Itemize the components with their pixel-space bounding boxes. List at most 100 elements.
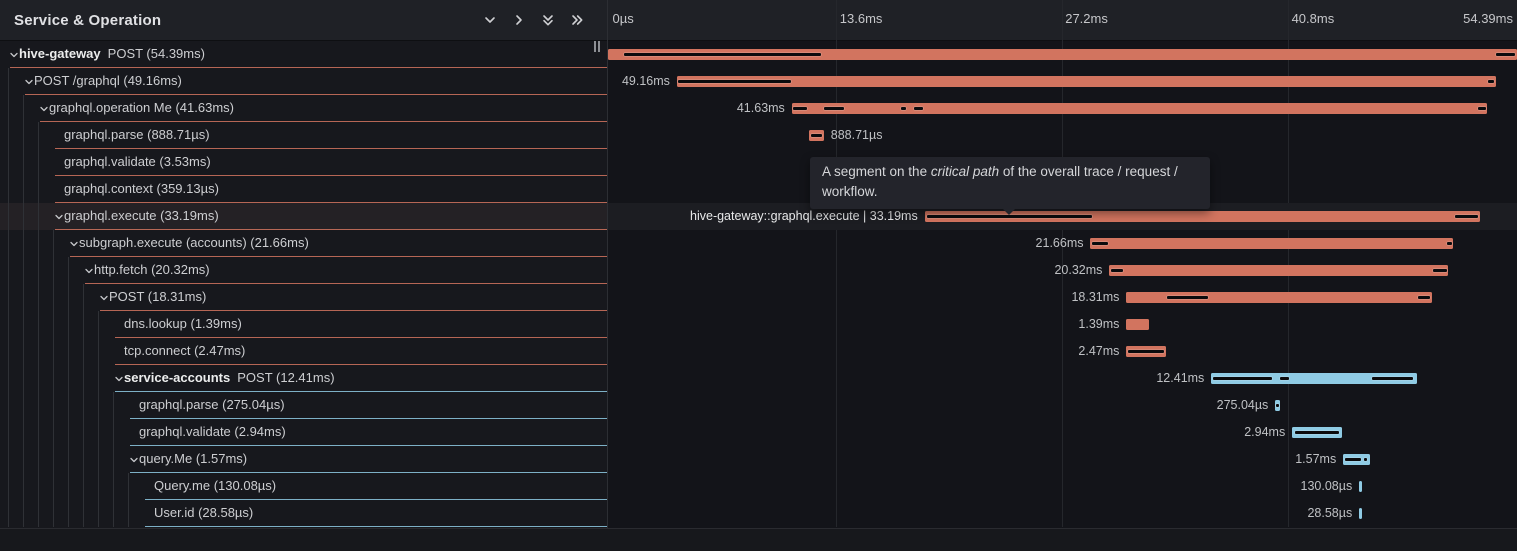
row-underline	[115, 337, 607, 338]
span-row-name-5[interactable]: graphql.context (359.13µs)	[0, 176, 607, 203]
span-row-name-17[interactable]: User.id (28.58µs)	[0, 500, 607, 527]
span-row-name-3[interactable]: graphql.parse (888.71µs)	[0, 122, 607, 149]
span-row-bar-12: 12.41ms	[608, 365, 1517, 392]
ruler-tick-label: 40.8ms	[1291, 11, 1335, 26]
collapse-chevron-icon[interactable]	[38, 102, 50, 120]
span-row-name-1[interactable]: POST /graphql (49.16ms)	[0, 68, 607, 95]
chevron-down-icon[interactable]	[482, 12, 498, 28]
span-row-name-16[interactable]: Query.me (130.08µs)	[0, 473, 607, 500]
critical-path-segment	[926, 215, 1093, 218]
row-underline	[55, 202, 607, 203]
collapse-chevron-icon[interactable]	[98, 291, 110, 309]
indent-guides	[0, 365, 100, 392]
collapse-chevron-icon[interactable]	[83, 264, 95, 282]
span-row-bar-16: 130.08µs	[608, 473, 1517, 500]
span-row-name-0[interactable]: hive-gateway POST (54.39ms)	[0, 41, 607, 68]
indent-guides	[0, 122, 40, 149]
span-row-name-11[interactable]: tcp.connect (2.47ms)	[0, 338, 607, 365]
span-row-name-12[interactable]: service-accounts POST (12.41ms)	[0, 365, 607, 392]
critical-path-segment	[1295, 431, 1340, 434]
span-name-label: dns.lookup (1.39ms)	[124, 316, 242, 331]
span-name-label: service-accounts POST (12.41ms)	[124, 370, 335, 385]
double-chevron-down-icon[interactable]	[540, 12, 556, 28]
double-chevron-right-icon[interactable]	[569, 12, 585, 28]
indent-guides	[0, 95, 25, 122]
collapse-chevron-icon[interactable]	[113, 372, 125, 390]
row-underline	[130, 445, 607, 446]
span-duration-label: 275.04µs	[1216, 398, 1269, 412]
span-bar[interactable]	[1359, 481, 1363, 492]
critical-path-segment	[1364, 458, 1368, 461]
collapse-chevron-icon[interactable]	[8, 48, 20, 66]
chevron-right-icon[interactable]	[511, 12, 527, 28]
span-row-name-2[interactable]: graphql.operation Me (41.63ms)	[0, 95, 607, 122]
span-duration-label: 2.94ms	[1244, 425, 1286, 439]
ruler-tick-label: 27.2ms	[1065, 11, 1108, 26]
span-row-name-7[interactable]: subgraph.execute (accounts) (21.66ms)	[0, 230, 607, 257]
span-bar[interactable]	[608, 49, 1517, 60]
span-duration-label: 20.32ms	[1054, 263, 1103, 277]
span-row-name-4[interactable]: graphql.validate (3.53ms)	[0, 149, 607, 176]
critical-path-segment	[1276, 404, 1280, 407]
collapse-chevron-icon[interactable]	[53, 210, 65, 228]
collapse-chevron-icon[interactable]	[68, 237, 80, 255]
span-row-bar-14: 2.94ms	[608, 419, 1517, 446]
span-bar[interactable]	[1359, 508, 1363, 519]
gridline	[836, 0, 838, 527]
service-name: hive-gateway	[19, 46, 101, 61]
page-title: Service & Operation	[14, 11, 162, 29]
span-row-name-15[interactable]: query.Me (1.57ms)	[0, 446, 607, 473]
span-bar[interactable]	[1090, 238, 1454, 249]
span-row-name-14[interactable]: graphql.validate (2.94ms)	[0, 419, 607, 446]
span-row-bar-17: 28.58µs	[608, 500, 1517, 527]
collapse-chevron-icon[interactable]	[128, 453, 140, 471]
ruler-tick-label: 54.39ms	[1463, 11, 1513, 26]
row-underline	[55, 229, 607, 230]
tooltip-arrow	[1002, 208, 1016, 215]
critical-path-segment	[623, 53, 821, 56]
indent-guides	[0, 338, 100, 365]
span-bar[interactable]	[1211, 373, 1418, 384]
span-bar[interactable]	[1126, 319, 1150, 330]
span-bar[interactable]	[791, 103, 1487, 114]
span-duration-label: 28.58µs	[1307, 506, 1353, 520]
indent-guides	[0, 176, 40, 203]
critical-path-segment	[1110, 269, 1124, 272]
span-bar[interactable]	[1109, 265, 1448, 276]
critical-path-segment	[823, 107, 844, 110]
span-bar[interactable]	[924, 211, 1481, 222]
span-duration-label: 1.57ms	[1295, 452, 1337, 466]
critical-path-segment	[1372, 377, 1414, 380]
row-underline	[55, 175, 607, 176]
span-row-name-8[interactable]: http.fetch (20.32ms)	[0, 257, 607, 284]
row-underline	[10, 67, 607, 68]
panel-resize-handle[interactable]	[594, 41, 604, 52]
tooltip-text-after: of the overall trace / request / workflo…	[822, 164, 1178, 199]
span-duration-label: 2.47ms	[1078, 344, 1120, 358]
span-bar[interactable]	[676, 76, 1496, 87]
span-row-name-6[interactable]: graphql.execute (33.19ms)	[0, 203, 607, 230]
span-bar[interactable]	[1126, 292, 1433, 303]
span-name-label: POST /graphql (49.16ms)	[34, 73, 182, 88]
span-row-name-9[interactable]: POST (18.31ms)	[0, 284, 607, 311]
row-underline	[25, 94, 607, 95]
span-row-name-10[interactable]: dns.lookup (1.39ms)	[0, 311, 607, 338]
tree-controls	[482, 12, 593, 28]
span-name-label: Query.me (130.08µs)	[154, 478, 277, 493]
ruler-tick-label: 0µs	[612, 11, 634, 26]
span-row-bar-10: 1.39ms	[608, 311, 1517, 338]
critical-path-segment	[1496, 53, 1516, 56]
collapse-chevron-icon[interactable]	[23, 75, 35, 93]
critical-path-segment	[1345, 458, 1362, 461]
span-name-label: graphql.execute (33.19ms)	[64, 208, 219, 223]
span-name-label: graphql.parse (275.04µs)	[139, 397, 285, 412]
span-row-bar-2: 41.63ms	[608, 95, 1517, 122]
span-name-label: graphql.operation Me (41.63ms)	[49, 100, 234, 115]
span-name-list: hive-gateway POST (54.39ms) POST /graphql …	[0, 41, 607, 527]
indent-guides	[0, 500, 130, 527]
indent-guides	[0, 311, 100, 338]
critical-path-segment	[1418, 296, 1431, 299]
span-row-name-13[interactable]: graphql.parse (275.04µs)	[0, 392, 607, 419]
row-underline	[145, 499, 607, 500]
